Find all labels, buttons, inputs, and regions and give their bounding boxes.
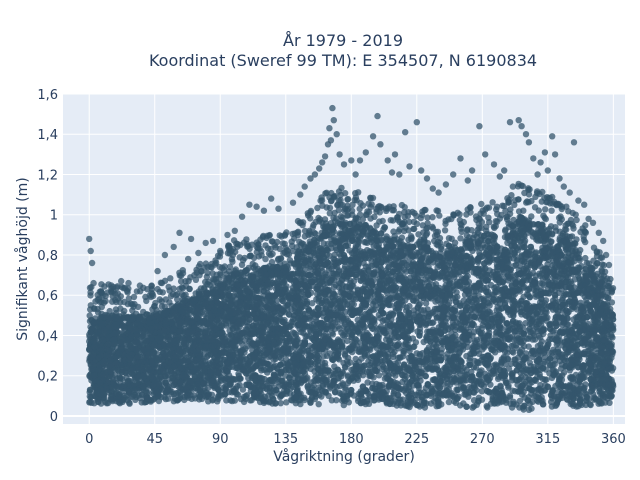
data-point xyxy=(223,397,230,404)
data-point xyxy=(473,401,480,408)
data-point xyxy=(246,316,253,323)
data-point xyxy=(478,388,486,395)
data-point xyxy=(445,398,453,406)
data-point xyxy=(472,296,479,303)
data-points xyxy=(86,104,617,413)
data-point xyxy=(364,379,371,386)
data-point xyxy=(582,254,589,262)
data-point xyxy=(343,337,351,345)
data-point xyxy=(402,389,410,397)
